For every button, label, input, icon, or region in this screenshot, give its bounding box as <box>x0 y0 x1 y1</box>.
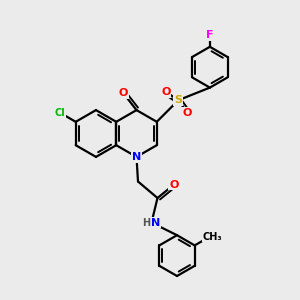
Text: O: O <box>183 108 192 118</box>
Text: O: O <box>161 87 170 97</box>
Text: O: O <box>118 88 128 98</box>
Text: S: S <box>174 95 182 105</box>
Text: Cl: Cl <box>54 107 65 118</box>
Text: CH₃: CH₃ <box>203 232 223 242</box>
Text: H: H <box>142 218 150 228</box>
Text: O: O <box>169 179 179 190</box>
Text: N: N <box>132 152 141 162</box>
Text: N: N <box>152 218 160 228</box>
Text: F: F <box>206 30 214 40</box>
